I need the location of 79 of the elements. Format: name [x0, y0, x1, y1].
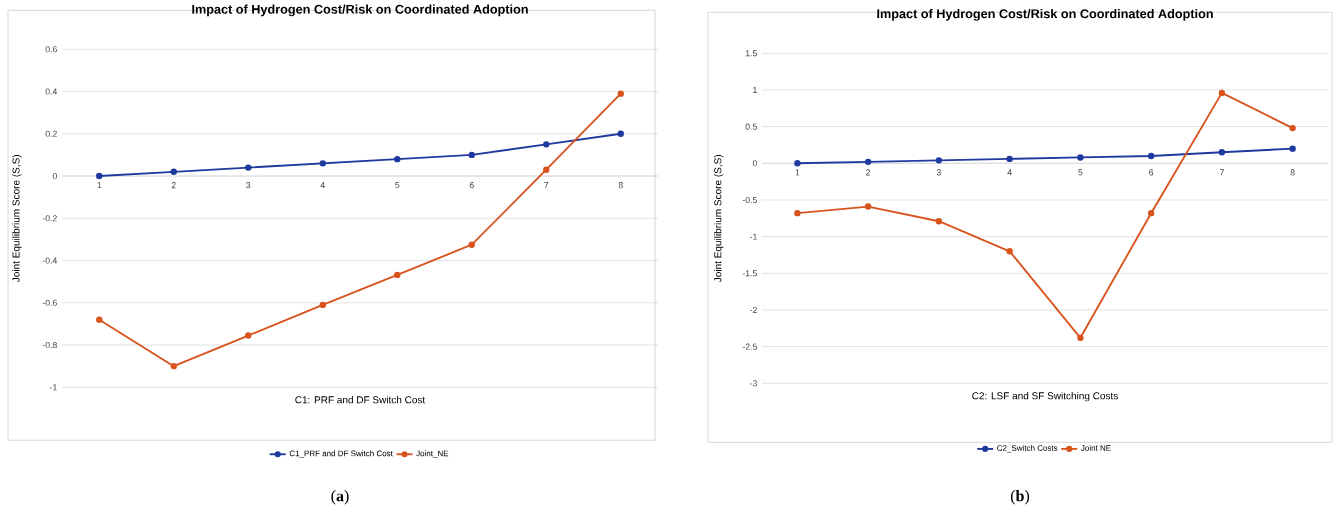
- x-tick-label: 6: [1149, 169, 1154, 176]
- x-tick-label: 1: [795, 169, 800, 176]
- y-tick-label: 0: [52, 172, 57, 179]
- y-tick-label: -0.2: [42, 215, 57, 222]
- y-tick-label: 0: [752, 160, 757, 167]
- y-tick-label: -1: [749, 233, 757, 240]
- chart-title: Impact of Hydrogen Cost/Risk on Coordinated Adoption: [192, 4, 528, 17]
- point: [1077, 334, 1084, 341]
- x-tick-label: 1: [97, 181, 102, 188]
- point: [1289, 124, 1296, 132]
- point: [935, 217, 943, 225]
- point: [1006, 155, 1013, 162]
- point: [245, 332, 252, 339]
- point: [1077, 154, 1084, 161]
- point: [245, 164, 252, 171]
- y-tick-label: -0.8: [42, 341, 57, 348]
- y-tick-label: -3: [749, 380, 757, 387]
- y-tick-label: -1.5: [742, 270, 757, 277]
- legend-label: Joint NE: [1081, 444, 1111, 451]
- x-tick-label: 7: [1219, 169, 1224, 176]
- point: [1147, 152, 1155, 160]
- point: [864, 158, 872, 165]
- x-tick-label: 3: [936, 169, 941, 176]
- text: (a): [331, 489, 349, 505]
- point: [864, 203, 872, 210]
- point: [543, 166, 550, 173]
- point: [319, 301, 326, 308]
- point: [394, 155, 401, 163]
- x-tick-label: 5: [395, 181, 400, 188]
- text: (b): [1010, 489, 1030, 505]
- x-axis-title: C1: PRF and DF Switch Cost: [295, 395, 426, 404]
- y-tick-label: 0.5: [745, 123, 757, 130]
- y-tick-label: 1.5: [745, 50, 757, 57]
- y-tick-label: 0.4: [45, 88, 58, 95]
- point: [617, 130, 624, 137]
- y-axis-title: Joint Equilibrium Score (S,S): [714, 154, 724, 282]
- point: [1147, 209, 1155, 217]
- x-tick-label: 2: [866, 169, 871, 176]
- point: [468, 241, 475, 248]
- y-tick-label: -0.4: [42, 257, 58, 264]
- x-tick-label: 8: [618, 181, 623, 189]
- y-tick-label: -0.6: [42, 299, 57, 306]
- y-tick-label: -0.5: [742, 196, 757, 203]
- point: [170, 168, 177, 175]
- y-tick-label: 0.6: [45, 46, 57, 53]
- x-tick-label: 4: [1007, 169, 1012, 176]
- legend-label: Joint_NE: [416, 450, 449, 458]
- x-tick-label: 8: [1290, 169, 1295, 176]
- y-tick-label: -2.5: [742, 343, 757, 350]
- x-tick-label: 7: [544, 181, 549, 188]
- point: [1006, 247, 1013, 255]
- point: [935, 157, 943, 164]
- legend-label: C2_Switch Costs: [997, 444, 1058, 453]
- chart-title: Impact of Hydrogen Cost/Risk on Coordinated Adoption: [877, 8, 1213, 21]
- point: [468, 151, 475, 158]
- x-tick-label: 6: [469, 181, 474, 189]
- point: [1289, 145, 1296, 152]
- point: [170, 362, 177, 370]
- point: [617, 90, 624, 97]
- point: [96, 316, 103, 323]
- x-tick-label: 2: [171, 181, 176, 188]
- legend-label: C1_PRF and DF Switch Cost: [289, 450, 393, 458]
- point: [1218, 148, 1226, 156]
- point: [96, 172, 103, 180]
- x-tick-label: 4: [320, 181, 325, 188]
- x-axis-title: C2: LSF and SF Switching Costs: [972, 391, 1118, 402]
- x-tick-label: 5: [1078, 169, 1083, 176]
- y-tick-label: 1: [753, 86, 757, 93]
- point: [794, 159, 801, 167]
- point: [1218, 89, 1226, 96]
- point: [394, 271, 401, 278]
- point: [794, 209, 801, 217]
- point: [543, 141, 550, 148]
- y-tick-label: -2: [749, 306, 757, 313]
- y-tick-label: -1: [49, 384, 57, 391]
- y-tick-label: 0.2: [45, 130, 57, 137]
- point: [319, 160, 326, 167]
- x-tick-label: 3: [246, 181, 251, 189]
- y-axis-title: Joint Equilibrium Score (S,S): [12, 154, 22, 282]
